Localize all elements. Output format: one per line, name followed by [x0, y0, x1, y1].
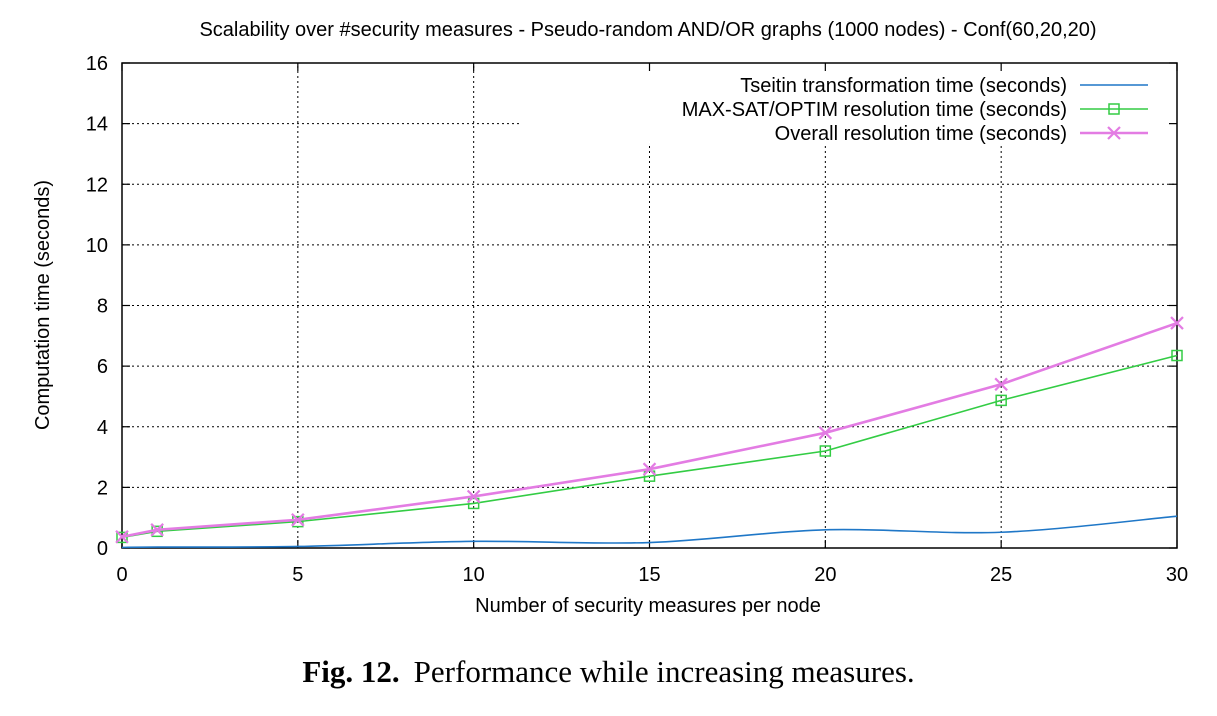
- x-axis-label: Number of security measures per node: [475, 595, 821, 617]
- x-tick-label: 25: [990, 564, 1012, 586]
- x-tick-label: 30: [1166, 564, 1188, 586]
- legend-marker: [1108, 103, 1120, 115]
- series-line: [121, 515, 1178, 549]
- data-point: [994, 377, 1008, 392]
- y-tick-label: 4: [97, 417, 108, 439]
- data-point: [467, 497, 480, 510]
- chart: Scalability over #security measures - Ps…: [32, 19, 1188, 617]
- y-tick-label: 6: [97, 356, 108, 378]
- x-tick-label: 5: [292, 564, 303, 586]
- y-axis-label: Computation time (seconds): [32, 180, 54, 430]
- x-tick-label: 10: [463, 564, 485, 586]
- series-line: [121, 354, 1178, 539]
- data-point: [150, 523, 164, 537]
- series-1: [116, 349, 1183, 544]
- y-tick-label: 14: [86, 114, 108, 136]
- data-point: [291, 513, 305, 527]
- y-tick-label: 8: [97, 296, 108, 318]
- gridlines: [122, 63, 1177, 548]
- x-tick-label: 15: [638, 564, 660, 586]
- data-point: [466, 489, 481, 504]
- data-point: [292, 515, 304, 528]
- data-point: [115, 530, 129, 544]
- data-point: [116, 531, 128, 544]
- legend: Tseitin transformation time (seconds)MAX…: [682, 75, 1148, 145]
- data-point: [995, 394, 1007, 407]
- figure-caption: Fig. 12. Performance while increasing mea…: [0, 654, 1217, 690]
- x-tick-label: 20: [814, 564, 836, 586]
- data-point: [642, 462, 657, 476]
- data-point: [819, 445, 832, 457]
- y-tick-label: 10: [86, 235, 108, 257]
- chart-title: Scalability over #security measures - Ps…: [199, 19, 1096, 41]
- y-tick-label: 12: [86, 174, 108, 196]
- data-point: [1170, 316, 1184, 330]
- series-0: [121, 515, 1178, 549]
- caption-text: Performance while increasing measures.: [413, 654, 915, 689]
- legend-label: Tseitin transformation time (seconds): [740, 75, 1067, 97]
- series-line: [121, 321, 1178, 539]
- data-point: [818, 426, 833, 440]
- x-tick-label: 0: [116, 564, 127, 586]
- axes: 0 5 10 15 20 25 30 0 2 4 6 8 10 12 14 16: [86, 53, 1188, 586]
- series-2: [115, 316, 1184, 544]
- data-point: [1171, 349, 1183, 362]
- legend-label: MAX-SAT/OPTIM resolution time (seconds): [682, 99, 1067, 121]
- legend-marker: [1107, 126, 1121, 140]
- y-tick-label: 2: [97, 477, 108, 499]
- legend-label: Overall resolution time (seconds): [775, 123, 1067, 145]
- caption-label: Fig. 12.: [302, 654, 400, 689]
- data-point: [643, 470, 656, 482]
- y-tick-label: 0: [97, 538, 108, 560]
- series-layer: [115, 316, 1184, 549]
- y-tick-label: 16: [86, 53, 108, 75]
